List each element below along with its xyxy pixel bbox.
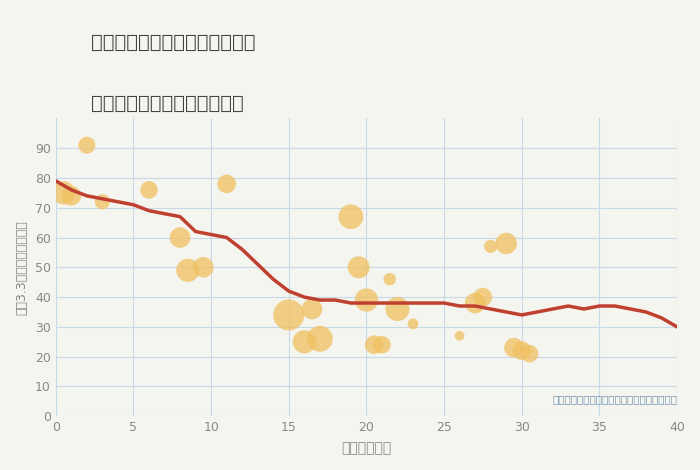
Text: 福岡県北九州市八幡西区田町の: 福岡県北九州市八幡西区田町の xyxy=(91,33,256,52)
Point xyxy=(66,192,77,200)
Point xyxy=(360,296,372,304)
Point xyxy=(500,240,512,247)
Y-axis label: 平（3.3㎡）単価（万円）: 平（3.3㎡）単価（万円） xyxy=(15,220,28,315)
X-axis label: 築年数（年）: 築年数（年） xyxy=(342,441,391,455)
Point xyxy=(353,264,364,271)
Point xyxy=(144,186,155,194)
Point xyxy=(314,335,326,343)
Point xyxy=(58,189,69,196)
Point xyxy=(284,311,295,319)
Point xyxy=(299,338,310,345)
Point xyxy=(516,347,527,354)
Text: 築年数別中古マンション価格: 築年数別中古マンション価格 xyxy=(91,94,244,113)
Point xyxy=(377,341,388,348)
Point xyxy=(470,299,481,307)
Point xyxy=(307,305,318,313)
Point xyxy=(477,293,489,301)
Point xyxy=(454,332,466,339)
Point xyxy=(524,350,535,357)
Point xyxy=(384,275,395,283)
Point xyxy=(97,198,108,205)
Point xyxy=(174,234,186,241)
Point xyxy=(485,243,496,250)
Point xyxy=(392,305,403,313)
Point xyxy=(182,266,193,274)
Text: 円の大きさは、取引のあった物件面積を示す: 円の大きさは、取引のあった物件面積を示す xyxy=(552,394,677,404)
Point xyxy=(81,141,92,149)
Point xyxy=(407,320,419,328)
Point xyxy=(221,180,232,188)
Point xyxy=(508,344,519,352)
Point xyxy=(198,264,209,271)
Point xyxy=(345,213,356,220)
Point xyxy=(369,341,380,348)
